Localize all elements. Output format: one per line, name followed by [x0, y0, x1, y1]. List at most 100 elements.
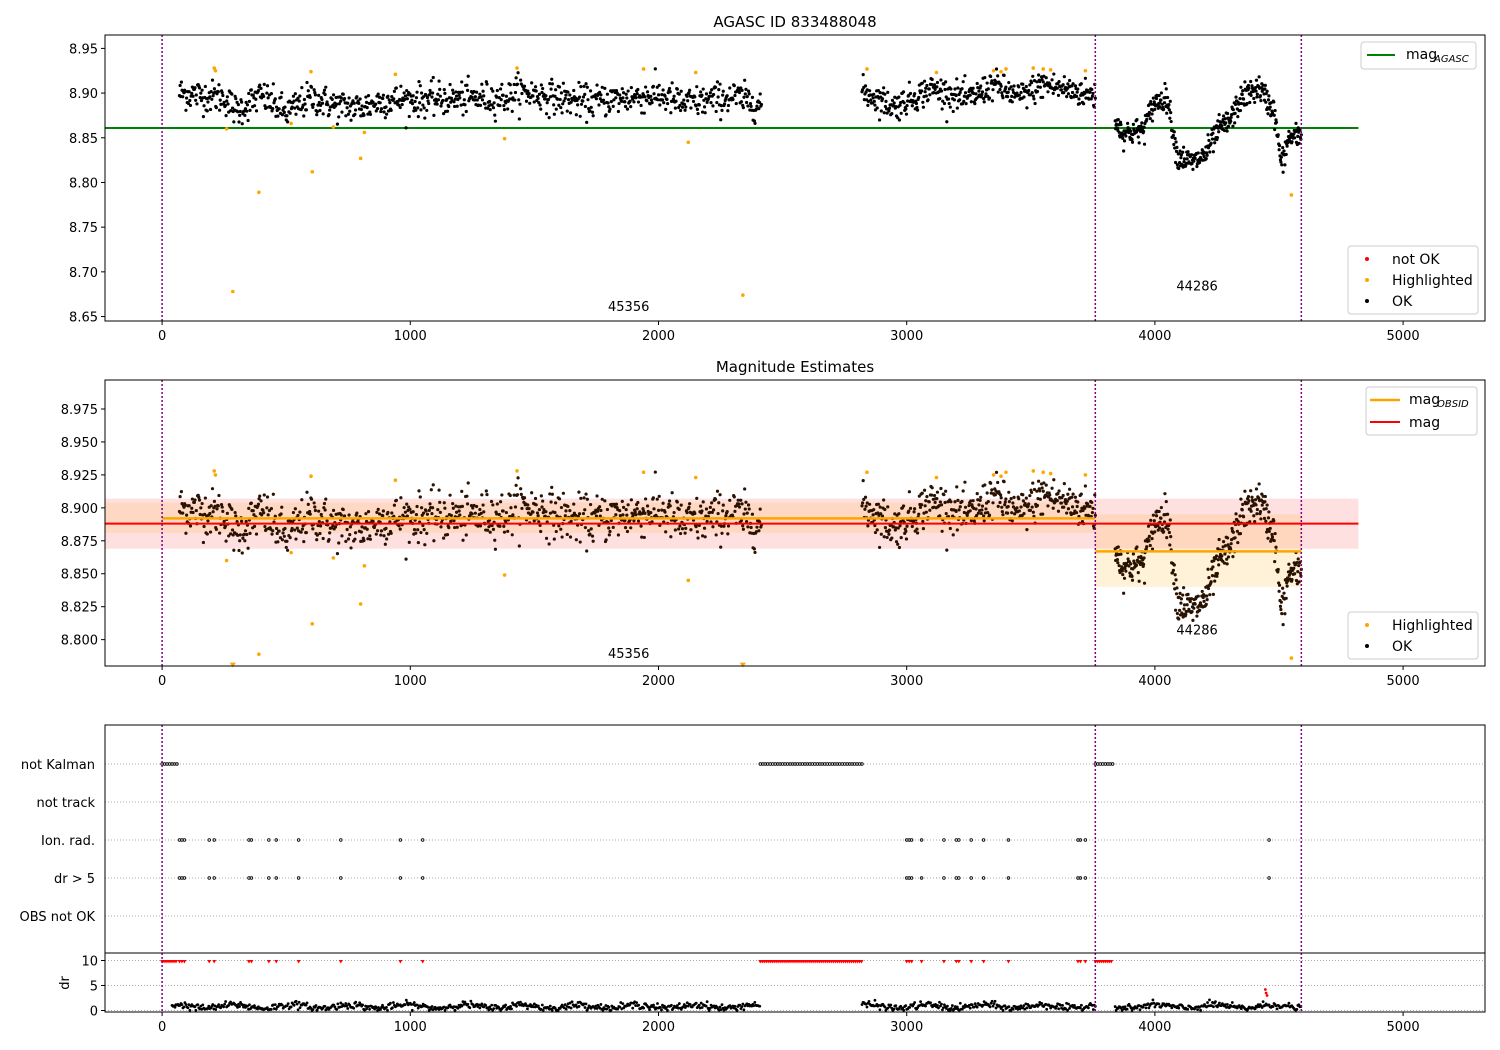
ok-point: [543, 514, 547, 518]
legend-not-ok-label: not OK: [1392, 252, 1440, 268]
ok-point: [921, 519, 925, 524]
ok-point: [331, 508, 336, 512]
flag-point: [398, 838, 403, 842]
ok-point: [678, 108, 683, 113]
ok-point: [243, 529, 248, 533]
ok-point: [1136, 135, 1140, 139]
dr-point: [1153, 1005, 1157, 1009]
ok-point: [1266, 536, 1270, 540]
ok-point: [883, 507, 887, 512]
ok-point: [400, 102, 404, 107]
ok-point: [700, 534, 705, 538]
ok-point: [878, 91, 882, 95]
ok-point: [453, 104, 457, 109]
ok-point: [609, 518, 613, 523]
highlighted-point: [1048, 68, 1053, 72]
ok-point: [1124, 134, 1128, 138]
ok-point: [1243, 80, 1247, 84]
dr-point: [478, 1006, 482, 1010]
panel-agasc-title: AGASC ID 833488048: [713, 13, 876, 31]
ok-point: [208, 511, 212, 516]
ok-point: [1292, 132, 1296, 136]
ok-point: [724, 514, 728, 518]
ok-point: [1056, 93, 1061, 97]
ok-point: [375, 107, 380, 111]
ok-point: [1148, 543, 1152, 548]
ok-point: [955, 528, 959, 532]
ok-point: [1022, 95, 1026, 99]
ok-point: [975, 492, 979, 496]
ok-point: [598, 90, 602, 94]
ok-point: [1181, 593, 1185, 597]
ok-point: [953, 500, 957, 504]
ok-point: [1048, 82, 1052, 86]
ok-point: [481, 89, 485, 93]
ok-point: [585, 497, 589, 501]
dr-point: [1079, 1006, 1082, 1010]
ok-point: [866, 524, 870, 528]
ok-point: [1277, 148, 1281, 152]
ok-point: [554, 501, 558, 505]
highlighted-point: [310, 622, 315, 626]
ok-point: [1006, 511, 1010, 515]
dr-point: [1023, 1007, 1027, 1011]
ok-point: [1182, 157, 1187, 161]
ok-point: [430, 511, 434, 516]
ok-point: [405, 502, 409, 506]
ok-point: [366, 537, 370, 541]
dr-point: [339, 1001, 343, 1005]
ok-point: [1296, 557, 1300, 561]
ok-point: [600, 85, 604, 89]
ok-point: [1029, 80, 1034, 85]
ok-point: [544, 536, 549, 540]
ok-point: [636, 87, 640, 92]
ok-point: [1229, 542, 1233, 546]
flag-point: [212, 876, 216, 880]
ok-point: [313, 508, 318, 513]
ok-point: [872, 99, 876, 103]
dr-point: [510, 1007, 513, 1011]
ok-point: [572, 88, 576, 93]
ok-point: [956, 498, 960, 502]
highlighted-point: [257, 190, 261, 195]
ok-point: [1233, 121, 1237, 125]
dr-point: [648, 1008, 651, 1012]
y-tick-label: 8.950: [61, 436, 98, 451]
ok-point: [447, 104, 451, 109]
ok-point: [703, 111, 707, 115]
ok-point: [490, 103, 494, 107]
ok-point: [552, 112, 556, 116]
ok-point: [1213, 579, 1217, 583]
ok-point: [323, 92, 327, 97]
ok-point: [732, 84, 736, 88]
ok-point: [691, 99, 696, 104]
ok-point: [990, 79, 994, 83]
ok-point: [428, 502, 432, 506]
ok-point: [661, 88, 665, 92]
ok-point: [883, 104, 888, 109]
ok-point: [348, 533, 352, 537]
ok-point: [188, 103, 193, 108]
ok-point: [327, 538, 331, 542]
dr-point: [377, 1006, 380, 1009]
ok-point: [604, 538, 608, 542]
ok-point: [985, 81, 989, 85]
ok-point: [509, 506, 513, 510]
ok-point: [643, 511, 647, 515]
ok-point: [939, 89, 944, 93]
ok-point: [315, 110, 319, 114]
ok-point: [952, 98, 957, 102]
legend-highlighted-label-2: Highlighted: [1392, 618, 1473, 634]
ok-point: [1179, 597, 1183, 601]
ok-point: [1093, 96, 1097, 100]
ok-point: [266, 96, 270, 100]
ok-point: [1019, 505, 1023, 509]
ok-point: [483, 102, 487, 106]
ok-point: [1223, 544, 1227, 548]
ok-point: [417, 489, 421, 493]
ok-point: [1211, 131, 1215, 135]
dr-point: [343, 1004, 347, 1008]
dr-point: [1227, 1006, 1231, 1010]
ok-point: [1241, 502, 1245, 506]
ok-point: [208, 95, 212, 99]
